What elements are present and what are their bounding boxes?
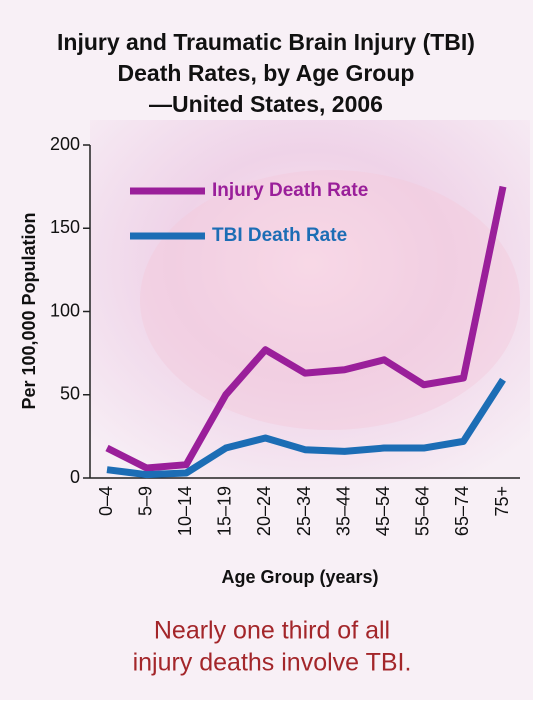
x-tick-label: 45–54 (373, 486, 393, 536)
x-tick-label: 35–44 (333, 486, 353, 536)
legend-label: Injury Death Rate (212, 180, 368, 201)
chart-title: Injury and Traumatic Brain Injury (TBI) (57, 29, 475, 55)
chart-title: —United States, 2006 (149, 91, 383, 117)
chart: Injury and Traumatic Brain Injury (TBI) … (0, 0, 533, 700)
x-tick-label: 75+ (492, 486, 512, 517)
y-axis-label: Per 100,000 Population (19, 212, 39, 409)
brain-decoration (140, 170, 520, 430)
x-tick-label: 25–34 (294, 486, 314, 536)
x-tick-label: 20–24 (254, 486, 274, 536)
x-tick-label: 65–74 (452, 486, 472, 536)
x-tick-label: 5–9 (135, 486, 155, 516)
caption: Nearly one third of all (154, 617, 390, 645)
chart-title: Death Rates, by Age Group (118, 60, 415, 86)
x-tick-label: 55–64 (413, 486, 433, 536)
x-tick-label: 0–4 (96, 486, 116, 516)
caption: injury deaths involve TBI. (133, 649, 412, 677)
x-tick-label: 15–19 (215, 486, 235, 536)
y-tick-label: 200 (50, 134, 80, 154)
x-axis-label: Age Group (years) (221, 567, 378, 587)
y-tick-label: 150 (50, 217, 80, 237)
x-tick-label: 10–14 (175, 486, 195, 536)
legend-label: TBI Death Rate (212, 225, 347, 246)
y-tick-label: 0 (70, 467, 80, 487)
y-tick-label: 100 (50, 300, 80, 320)
y-tick-label: 50 (60, 384, 80, 404)
